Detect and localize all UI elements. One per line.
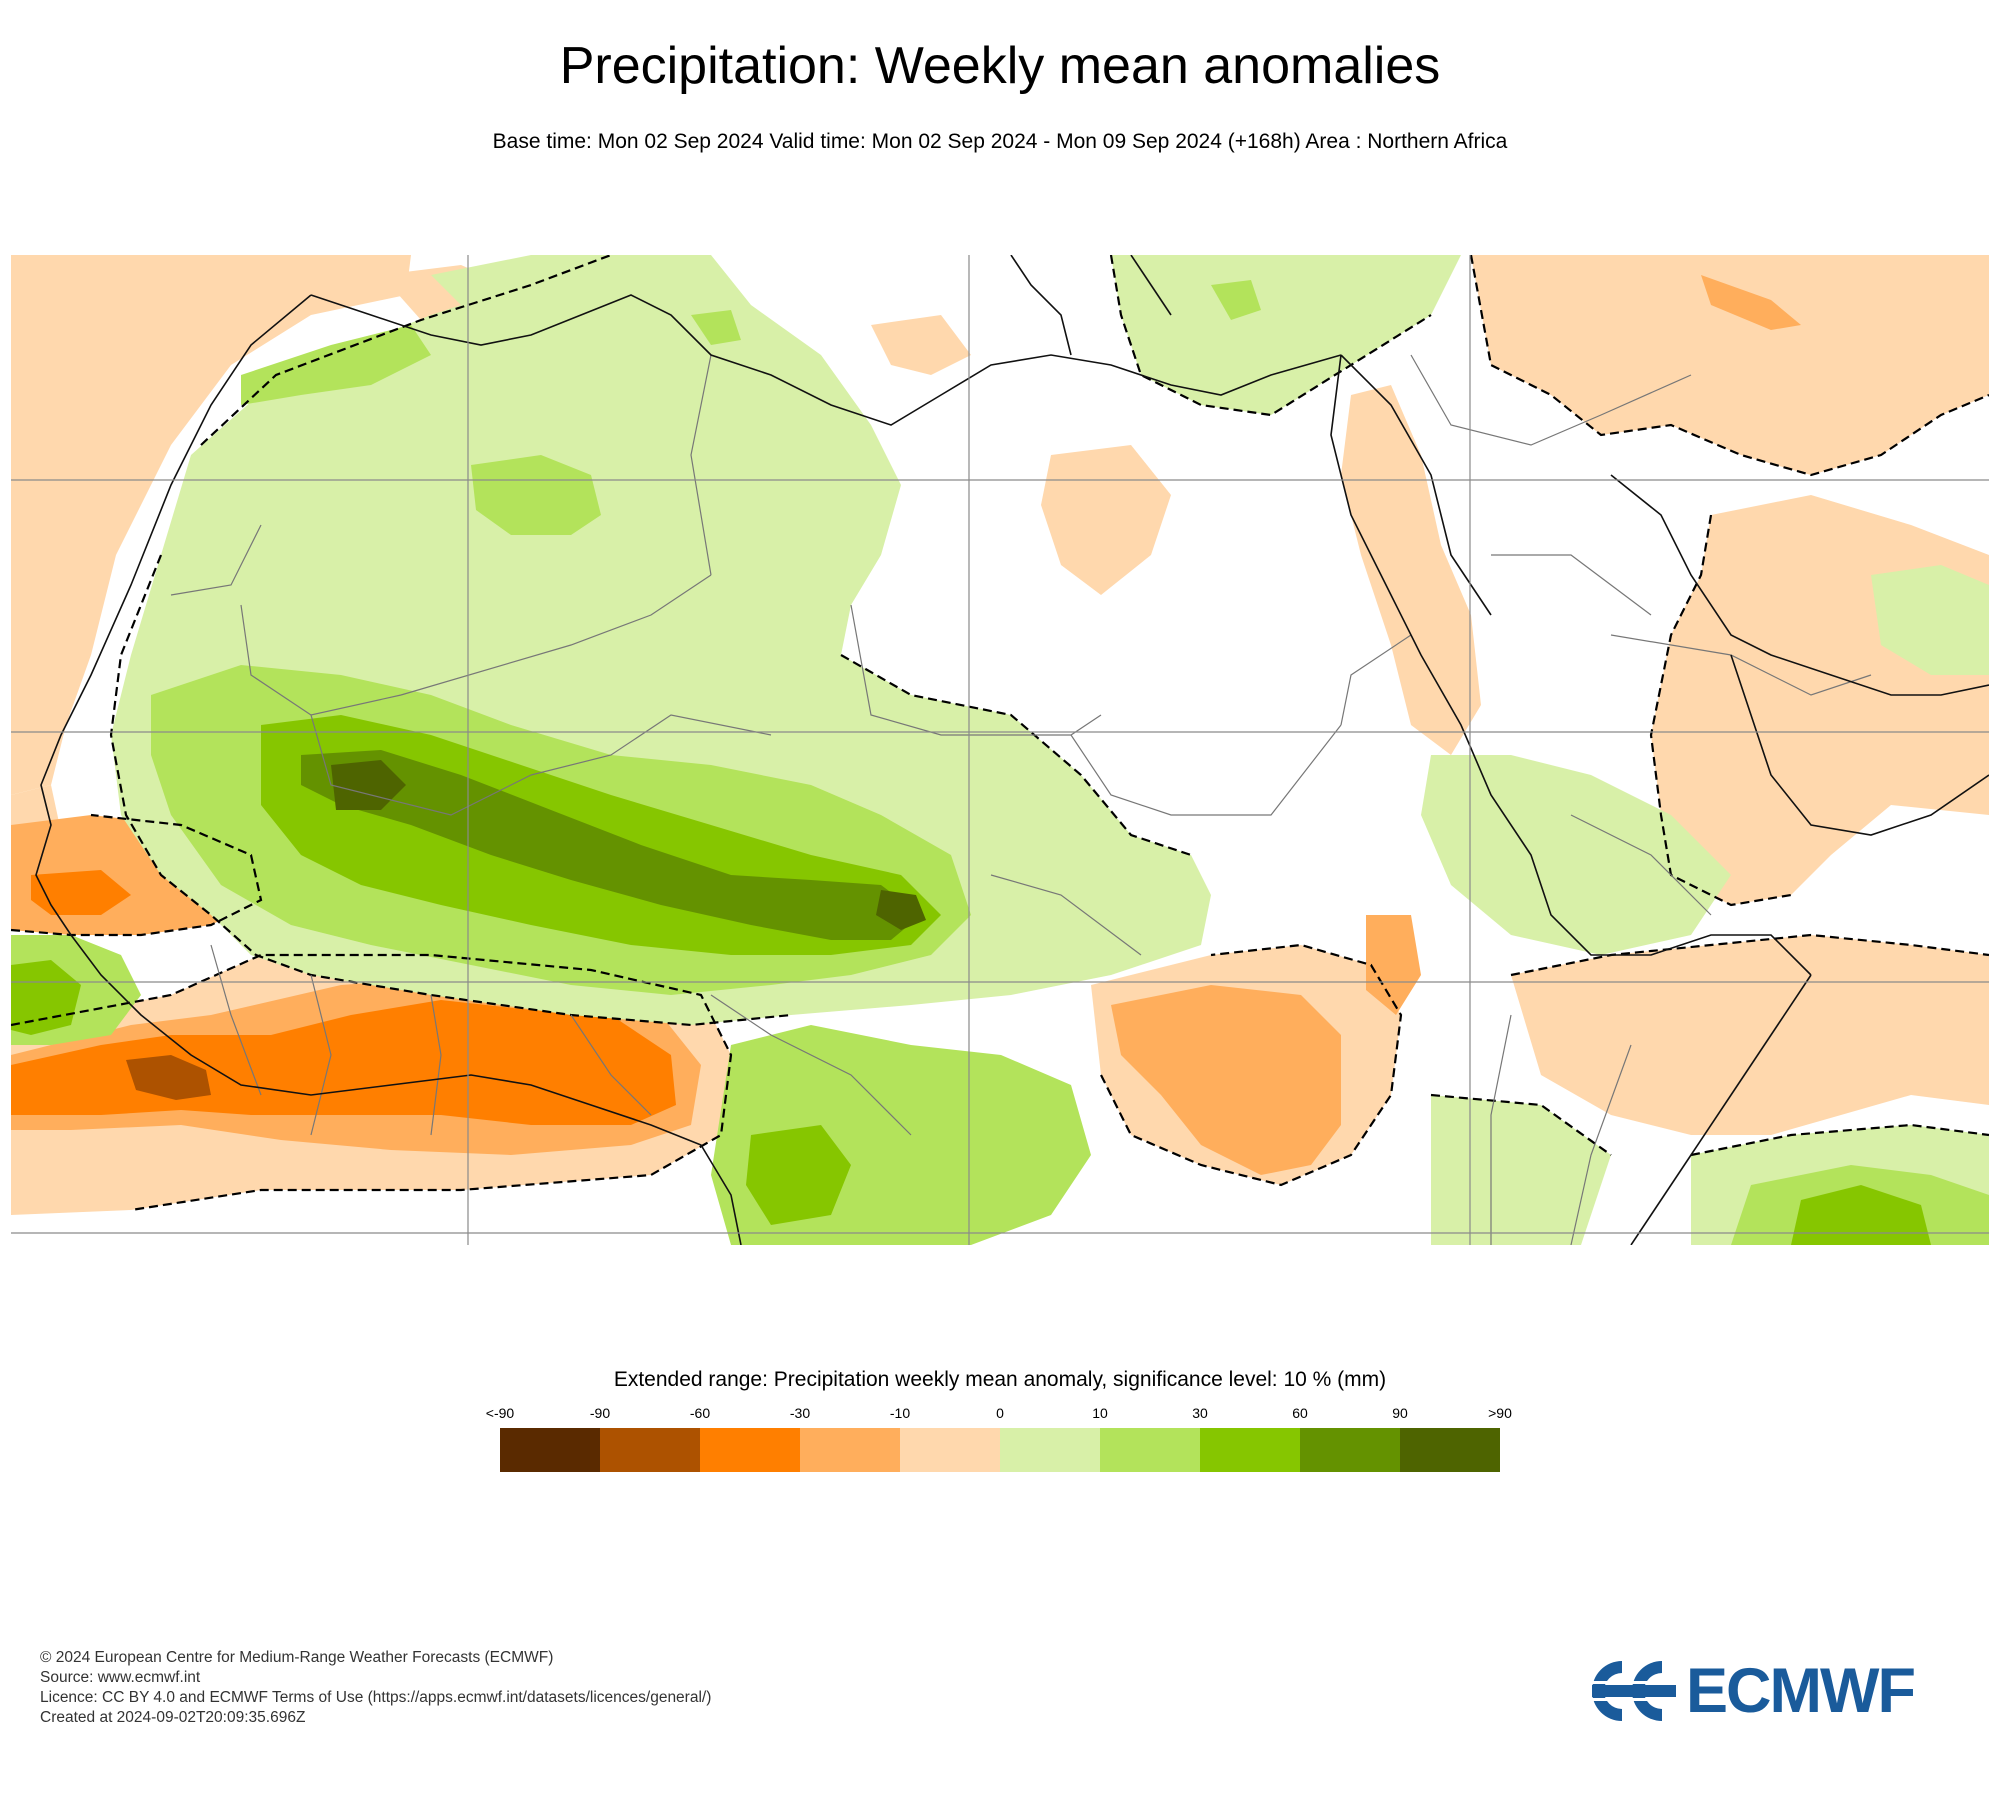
anomaly-region-turkey-patch <box>1211 280 1261 320</box>
positive-anomaly-areas <box>11 255 1989 1245</box>
anomaly-region-sahel-strong <box>301 750 921 940</box>
legend-ticks: <-90 -90 -60 -30 -10 0 10 30 60 90 >90 <box>0 1404 2000 1424</box>
ecmwf-logo: ECMWF <box>1588 1657 1963 1725</box>
legend-tick: 90 <box>1392 1405 1408 1421</box>
legend-title: Extended range: Precipitation weekly mea… <box>613 1368 1387 1391</box>
significance-contours <box>11 255 1989 1212</box>
anomaly-region-arabia-north <box>1471 255 1989 475</box>
copyright-text: © 2024 European Centre for Medium-Range … <box>40 1649 554 1666</box>
legend-swatch <box>1200 1428 1300 1472</box>
lat-lon-grid <box>11 255 1989 1245</box>
legend-swatch <box>1300 1428 1400 1472</box>
legend-tick: 10 <box>1092 1405 1108 1421</box>
legend-tick: 60 <box>1292 1405 1308 1421</box>
map-title: Precipitation: Weekly mean anomalies <box>559 37 1441 95</box>
anomaly-region-east-africa <box>1431 1095 1611 1245</box>
anomaly-region-south-sudan-dry <box>1111 985 1341 1175</box>
legend-tick: >90 <box>1488 1405 1512 1421</box>
anomaly-region-guinea-coast-extreme <box>126 1055 211 1100</box>
footer: © 2024 European Centre for Medium-Range … <box>40 1648 1140 1728</box>
anomaly-region-libya-patch <box>691 310 741 345</box>
map-canvas <box>11 255 1989 1245</box>
legend-colorbar <box>500 1428 1500 1472</box>
anomaly-region-med-2 <box>871 315 971 375</box>
anomaly-region-sudan-pocket <box>1366 915 1421 1015</box>
legend-tick: 30 <box>1192 1405 1208 1421</box>
anomaly-region-senegal-core <box>31 870 131 915</box>
precipitation-anomaly-map <box>11 255 1989 1245</box>
legend-tick: -90 <box>589 1405 611 1421</box>
legend-tick: 0 <box>996 1405 1004 1421</box>
coastlines <box>35 255 1989 1245</box>
legend-swatch <box>500 1428 600 1472</box>
legend-swatch <box>1400 1428 1500 1472</box>
ecmwf-logo-icon <box>1592 1661 1676 1721</box>
anomaly-region-turkey <box>1111 255 1461 415</box>
anomaly-region-sahara-patch-2 <box>241 325 431 405</box>
legend-tick: -30 <box>789 1405 811 1421</box>
legend-tick: -10 <box>889 1405 911 1421</box>
anomaly-region-red-sea <box>1341 385 1481 755</box>
anomaly-region-arabia-band <box>1701 275 1801 330</box>
legend-swatch <box>1000 1428 1100 1472</box>
source-text: Source: www.ecmwf.int <box>40 1669 201 1686</box>
legend-swatch <box>1100 1428 1200 1472</box>
anomaly-region-atlantic-nw <box>11 255 411 795</box>
anomaly-region-somalia <box>1511 935 1989 1135</box>
legend-swatch <box>700 1428 800 1472</box>
anomaly-region-guinea-highlands-core <box>11 960 81 1035</box>
anomaly-region-indian-ocean-core <box>1791 1185 1931 1245</box>
legend-tick: <-90 <box>485 1405 515 1421</box>
anomaly-region-iran <box>1871 565 1989 675</box>
anomaly-region-nw-med <box>431 255 711 325</box>
anomaly-region-sahara-patch-1 <box>471 455 601 535</box>
legend-swatch <box>900 1428 1000 1472</box>
anomaly-region-sahel-extreme-east <box>876 890 926 930</box>
anomaly-region-sahel-extreme-west <box>331 760 406 810</box>
ecmwf-logo-text: ECMWF <box>1686 1656 1916 1726</box>
map-subtitle: Base time: Mon 02 Sep 2024 Valid time: M… <box>492 130 1508 153</box>
legend-tick: -60 <box>689 1405 711 1421</box>
legend-swatch <box>600 1428 700 1472</box>
licence-text: Licence: CC BY 4.0 and ECMWF Terms of Us… <box>40 1689 712 1706</box>
legend-swatch <box>800 1428 900 1472</box>
anomaly-region-central-africa-core <box>746 1125 851 1225</box>
created-text: Created at 2024-09-02T20:09:35.696Z <box>40 1709 306 1726</box>
country-borders <box>170 354 1872 1245</box>
anomaly-region-egypt <box>1041 445 1171 595</box>
